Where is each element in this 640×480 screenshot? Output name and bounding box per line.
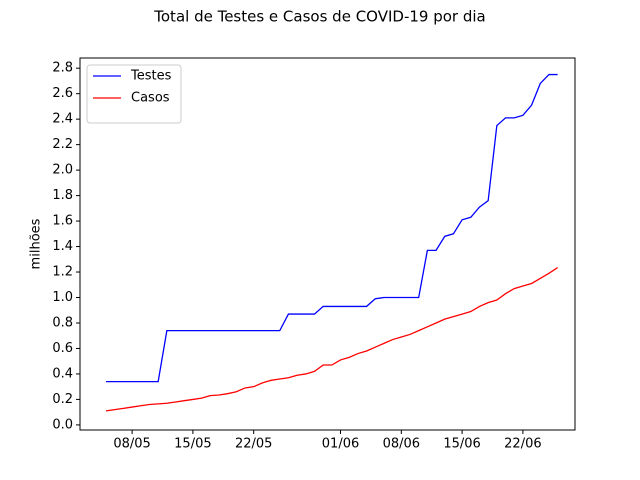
y-tick-label: 1.0 bbox=[52, 290, 73, 305]
line-series bbox=[106, 73, 558, 383]
y-axis-label: milhões bbox=[29, 218, 44, 269]
x-tick-label: 22/06 bbox=[504, 437, 541, 452]
y-tick-label: 2.6 bbox=[52, 86, 73, 101]
y-tick-label: 1.6 bbox=[52, 214, 73, 229]
chart-title: Total de Testes e Casos de COVID-19 por … bbox=[153, 8, 485, 26]
y-tick-label: 1.4 bbox=[52, 239, 73, 254]
y-tick-label: 1.2 bbox=[52, 265, 73, 280]
y-tick-label: 0.6 bbox=[52, 341, 73, 356]
legend-box bbox=[86, 64, 182, 124]
legend-label: Testes bbox=[130, 69, 172, 84]
y-tick-label: 0.8 bbox=[52, 315, 73, 330]
legend-label: Casos bbox=[131, 91, 170, 106]
line-series bbox=[105, 267, 558, 412]
y-tick-label: 2.4 bbox=[52, 112, 73, 127]
x-tick-label: 15/06 bbox=[443, 437, 480, 452]
y-tick-label: 2.2 bbox=[52, 137, 73, 152]
x-tick-label: 08/05 bbox=[113, 437, 150, 452]
axes-frame bbox=[79, 57, 576, 431]
x-tick-label: 01/06 bbox=[322, 437, 359, 452]
y-tick-label: 0.4 bbox=[52, 366, 73, 381]
x-tick-label: 22/05 bbox=[235, 437, 272, 452]
y-tick-label: 2.0 bbox=[52, 163, 73, 178]
x-tick-label: 15/05 bbox=[174, 437, 211, 452]
x-tick-label: 08/06 bbox=[383, 437, 420, 452]
y-tick-label: 1.8 bbox=[52, 188, 73, 203]
y-tick-label: 0.2 bbox=[52, 392, 73, 407]
y-tick-label: 0.0 bbox=[52, 417, 73, 432]
y-tick-label: 2.8 bbox=[52, 61, 73, 76]
